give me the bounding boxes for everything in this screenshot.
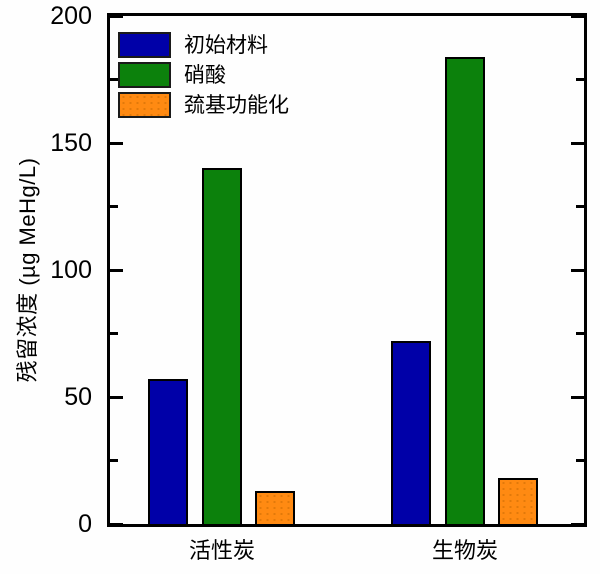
x-axis-category-label: 活性炭 bbox=[188, 538, 255, 563]
y-axis-minor-tick bbox=[110, 459, 118, 462]
y-axis-tick-label: 200 bbox=[50, 2, 92, 30]
plot-area: 初始材料硝酸巯基功能化 bbox=[107, 13, 587, 527]
y-axis-major-tick bbox=[571, 14, 584, 18]
y-axis-minor-tick bbox=[110, 205, 118, 208]
y-axis-minor-tick bbox=[576, 332, 584, 335]
y-axis-tick-label: 50 bbox=[64, 383, 92, 411]
x-axis-category-label: 生物炭 bbox=[431, 538, 498, 563]
bar-硝酸-活性炭 bbox=[202, 168, 242, 524]
y-axis-major-tick bbox=[110, 522, 123, 526]
y-axis-minor-tick bbox=[110, 332, 118, 335]
legend-label: 硝酸 bbox=[184, 64, 226, 87]
y-axis-major-tick bbox=[110, 268, 123, 272]
y-axis-tick-label: 100 bbox=[50, 256, 92, 284]
y-axis-major-tick bbox=[110, 14, 123, 18]
bar-初始材料-活性炭 bbox=[148, 379, 188, 524]
y-axis-major-tick bbox=[110, 141, 123, 145]
legend-label: 巯基功能化 bbox=[184, 94, 289, 117]
y-axis-major-tick bbox=[571, 141, 584, 145]
plot-inner: 初始材料硝酸巯基功能化 bbox=[110, 14, 584, 526]
bar-巯基功能化-生物炭 bbox=[498, 478, 538, 524]
y-axis-tick-label: 150 bbox=[50, 129, 92, 157]
y-axis-major-tick bbox=[571, 395, 584, 399]
bar-初始材料-生物炭 bbox=[391, 341, 431, 524]
y-axis-tick-label: 0 bbox=[78, 510, 92, 538]
y-axis-minor-tick bbox=[576, 205, 584, 208]
y-axis-minor-tick bbox=[110, 78, 118, 81]
legend-label: 初始材料 bbox=[184, 34, 268, 57]
y-axis-major-tick bbox=[571, 522, 584, 526]
legend-swatch-icon bbox=[118, 92, 171, 118]
y-axis-minor-tick bbox=[576, 78, 584, 81]
y-axis-major-tick bbox=[110, 395, 123, 399]
legend-swatch-icon bbox=[118, 32, 171, 58]
legend-swatch-icon bbox=[118, 62, 171, 88]
bar-巯基功能化-活性炭 bbox=[255, 491, 295, 524]
bar-硝酸-生物炭 bbox=[445, 57, 485, 524]
y-axis-minor-tick bbox=[576, 459, 584, 462]
y-axis-major-tick bbox=[571, 268, 584, 272]
